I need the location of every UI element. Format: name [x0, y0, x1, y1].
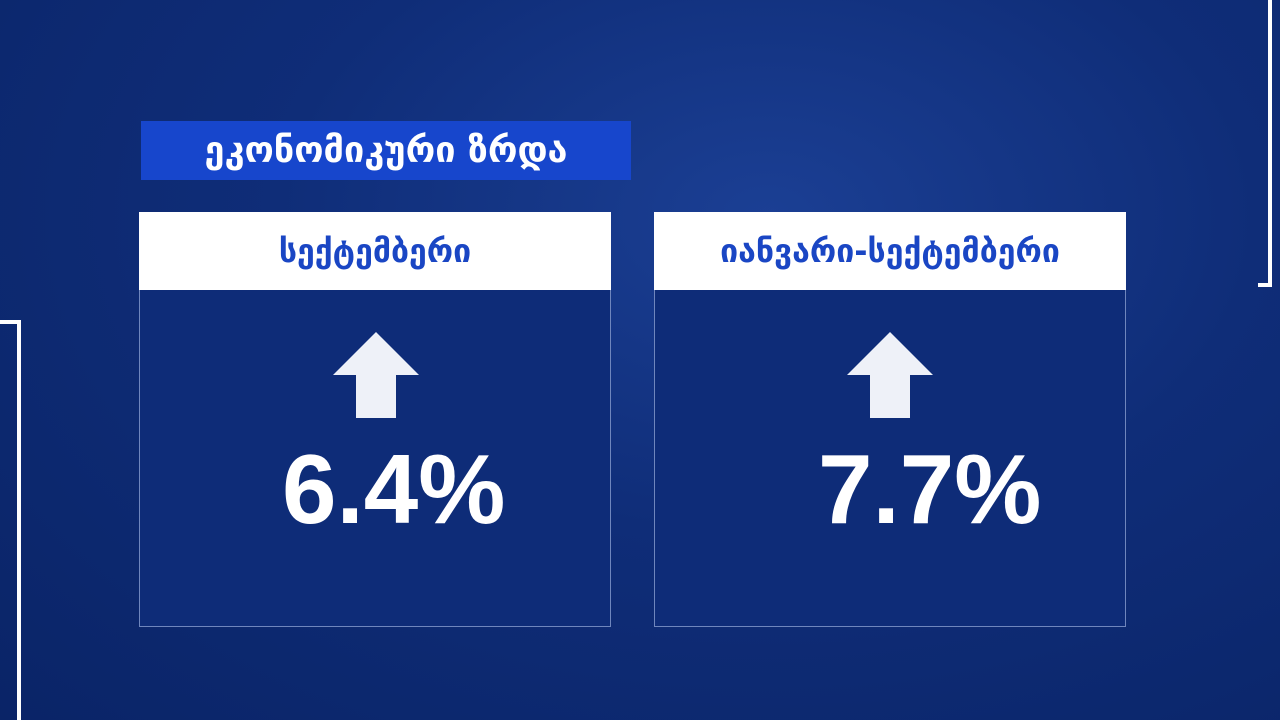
card-value: 6.4% — [282, 434, 506, 544]
card-body: 7.7% — [654, 290, 1126, 627]
card: სექტემბერი 6.4% — [139, 212, 611, 627]
card-body: 6.4% — [139, 290, 611, 627]
card: იანვარი-სექტემბერი 7.7% — [654, 212, 1126, 627]
decor-line — [0, 320, 21, 720]
card-label: იანვარი-სექტემბერი — [654, 212, 1126, 290]
decor-line — [1258, 0, 1272, 287]
title: ეკონომიკური ზრდა — [141, 121, 631, 180]
card-label: სექტემბერი — [139, 212, 611, 290]
card-value: 7.7% — [818, 434, 1042, 544]
up-arrow — [333, 332, 419, 418]
up-arrow — [847, 332, 933, 418]
